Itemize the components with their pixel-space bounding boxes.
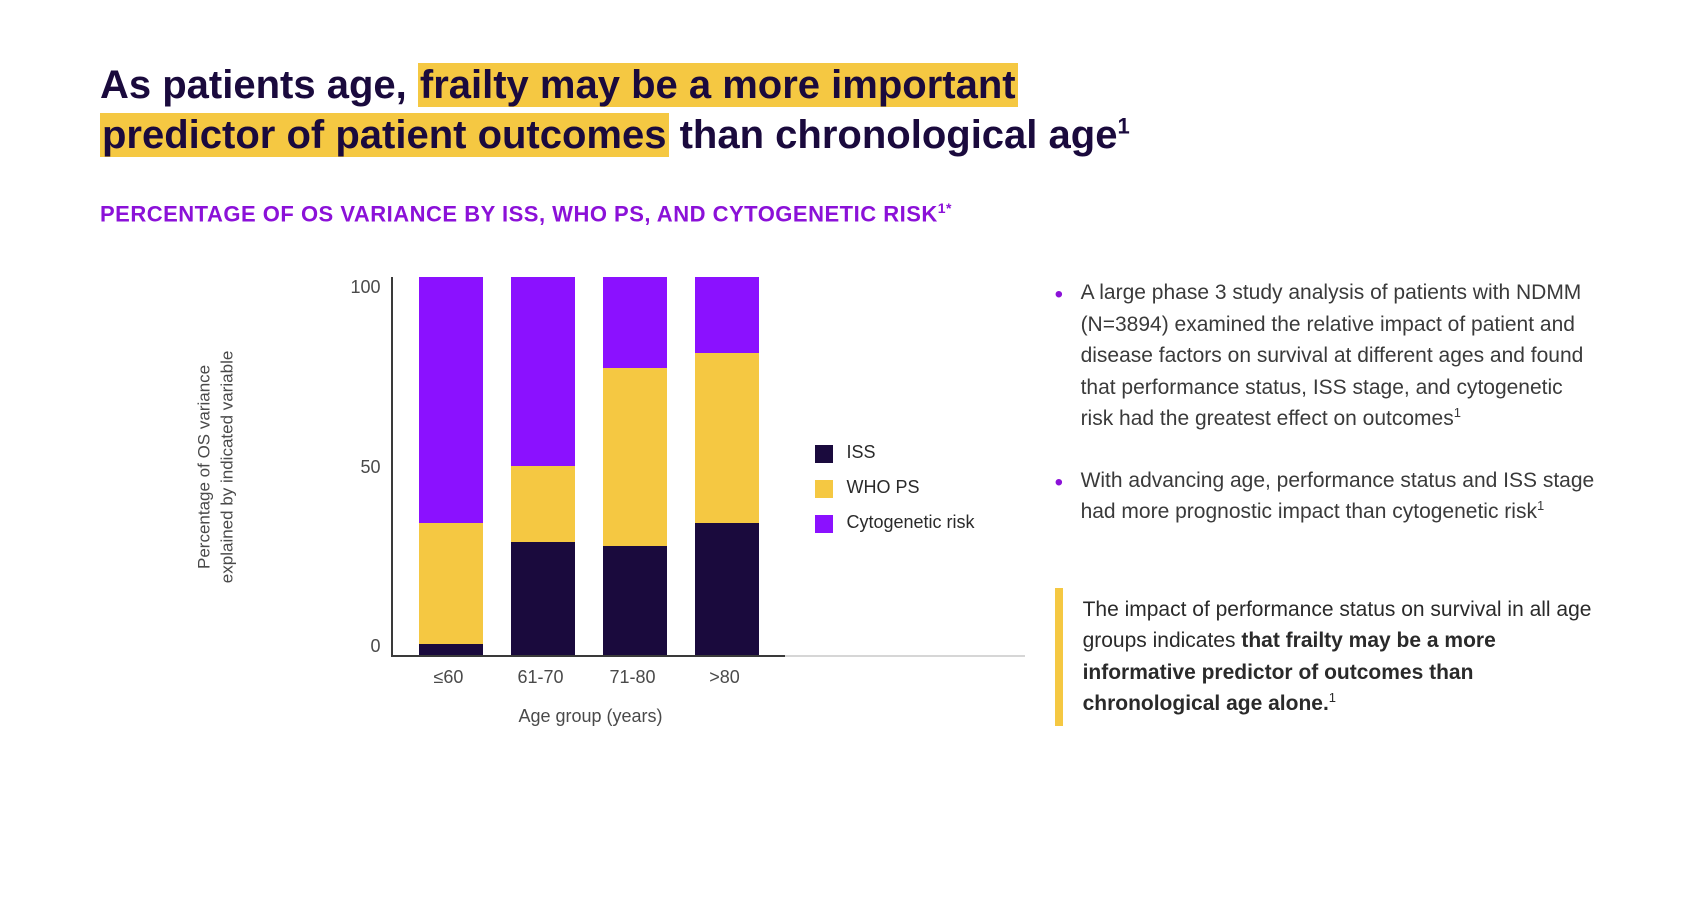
legend-label: WHO PS [847, 477, 920, 498]
y-ticks: 100 50 0 [341, 277, 381, 657]
ytick: 100 [341, 277, 381, 298]
content-row: Percentage of OS variance explained by i… [100, 277, 1598, 727]
ytick: 0 [341, 636, 381, 657]
bar-segment-cytogenetic-risk [419, 277, 483, 523]
bullet-sup: 1 [1537, 498, 1544, 513]
bar-segment-who-ps [695, 353, 759, 523]
bar-segment-iss [695, 523, 759, 655]
bar-segment-who-ps [419, 523, 483, 644]
bar-segment-cytogenetic-risk [603, 277, 667, 368]
xtick: ≤60 [417, 667, 481, 688]
bullet-text: A large phase 3 study analysis of patien… [1081, 281, 1584, 430]
bar-segment-who-ps [511, 466, 575, 542]
ytick: 50 [341, 457, 381, 478]
bullet-text: With advancing age, performance status a… [1081, 469, 1595, 524]
bar-segment-who-ps [603, 368, 667, 546]
bar [511, 277, 575, 655]
bullet-sup: 1 [1454, 405, 1461, 420]
xtick: 61-70 [509, 667, 573, 688]
legend-label: Cytogenetic risk [847, 512, 975, 533]
ylabel-line2: explained by indicated variable [217, 351, 236, 584]
bar-segment-iss [511, 542, 575, 655]
legend-swatch [815, 515, 833, 533]
xtick: 71-80 [601, 667, 665, 688]
legend-swatch [815, 480, 833, 498]
x-ticks: ≤60 61-70 71-80 >80 [391, 657, 975, 688]
ylabel-line1: Percentage of OS variance [194, 365, 213, 569]
title-part1: As patients age, [100, 63, 418, 107]
title-highlight-1: frailty may be a more important [418, 63, 1018, 107]
ylabel-wrap: Percentage of OS variance explained by i… [100, 277, 333, 657]
bar [603, 277, 667, 655]
bar [695, 277, 759, 655]
chart-subtitle: PERCENTAGE OF OS VARIANCE BY ISS, WHO PS… [100, 200, 1598, 227]
bar [419, 277, 483, 655]
bar-segment-cytogenetic-risk [695, 277, 759, 353]
y-axis-label: Percentage of OS variance explained by i… [193, 351, 239, 584]
plot-row: 100 50 0 ISS WHO PS Cytogenetic risk [341, 277, 975, 657]
bullet-item: A large phase 3 study analysis of patien… [1055, 277, 1598, 435]
legend-label: ISS [847, 442, 876, 463]
legend-item: Cytogenetic risk [815, 512, 975, 533]
xtick: >80 [693, 667, 757, 688]
x-axis-label: Age group (years) [391, 706, 791, 727]
right-column: A large phase 3 study analysis of patien… [1055, 277, 1598, 727]
bullet-list: A large phase 3 study analysis of patien… [1055, 277, 1598, 528]
bullet-item: With advancing age, performance status a… [1055, 465, 1598, 528]
subtitle-text: PERCENTAGE OF OS VARIANCE BY ISS, WHO PS… [100, 201, 938, 226]
legend-item: ISS [815, 442, 975, 463]
title-part3: than chronological age [669, 113, 1118, 157]
callout-box: The impact of performance status on surv… [1055, 588, 1598, 726]
legend: ISS WHO PS Cytogenetic risk [815, 428, 975, 547]
stacked-bar-plot [391, 277, 785, 657]
legend-item: WHO PS [815, 477, 975, 498]
title-sup: 1 [1117, 114, 1129, 139]
page-title: As patients age, frailty may be a more i… [100, 60, 1598, 160]
callout-sup: 1 [1329, 690, 1336, 705]
subtitle-sup: 1* [938, 200, 952, 216]
legend-swatch [815, 445, 833, 463]
bar-segment-cytogenetic-risk [511, 277, 575, 466]
bar-segment-iss [603, 546, 667, 656]
plot-column: 100 50 0 ISS WHO PS Cytogenetic risk ≤60 61… [341, 277, 975, 727]
chart-area: Percentage of OS variance explained by i… [100, 277, 975, 727]
bar-segment-iss [419, 644, 483, 655]
title-highlight-2: predictor of patient outcomes [100, 113, 669, 157]
